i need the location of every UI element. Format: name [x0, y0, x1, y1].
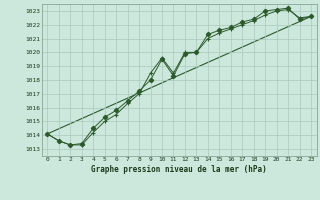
X-axis label: Graphe pression niveau de la mer (hPa): Graphe pression niveau de la mer (hPa): [91, 165, 267, 174]
